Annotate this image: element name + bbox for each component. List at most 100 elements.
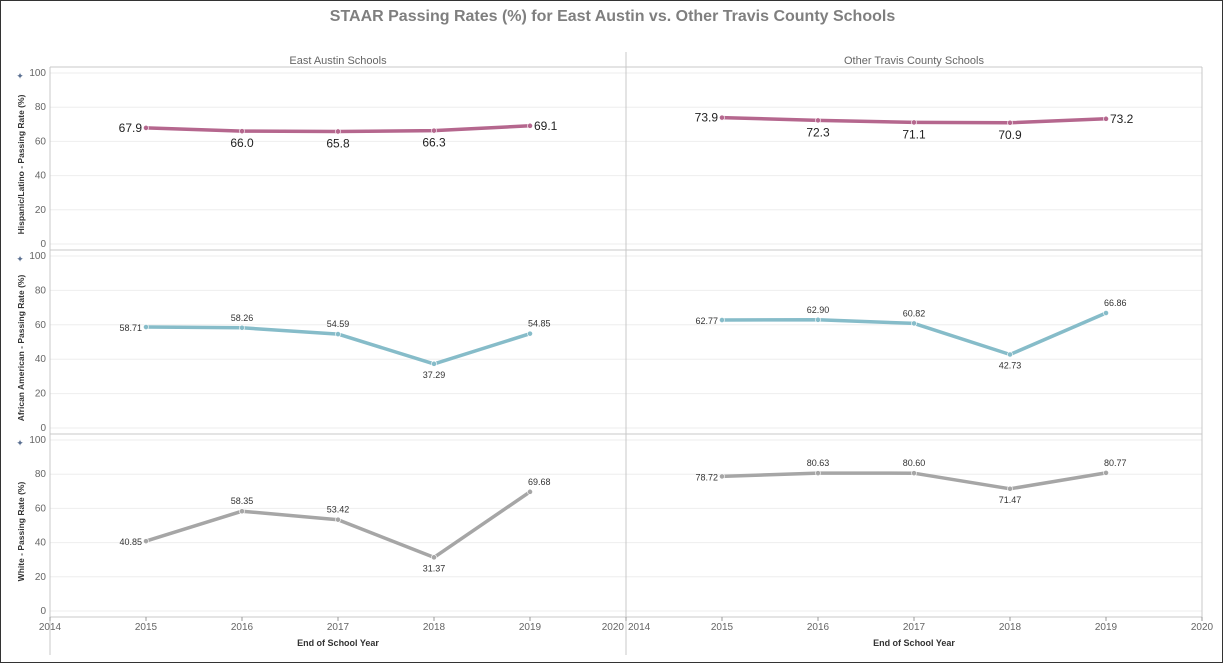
series-line-r1-c1 <box>720 311 1108 357</box>
data-point <box>431 554 437 561</box>
data-point <box>719 317 725 323</box>
data-point <box>143 124 149 131</box>
x-tick-label: 2017 <box>327 622 350 633</box>
data-label: 66.0 <box>230 136 254 150</box>
data-point <box>335 331 341 338</box>
data-label: 71.1 <box>902 127 926 141</box>
data-label: 31.37 <box>423 563 446 573</box>
data-point <box>815 117 821 124</box>
data-label: 40.85 <box>119 537 142 547</box>
y-tick-label-r1: 60 <box>35 320 47 331</box>
pin-icon: ✦ <box>16 438 24 448</box>
x-tick-label: 2014 <box>39 622 62 633</box>
data-label: 69.68 <box>528 477 551 487</box>
data-label: 60.82 <box>903 308 926 318</box>
data-label: 54.85 <box>528 319 551 329</box>
x-tick-label: 2019 <box>519 622 542 633</box>
x-tick-label: 2016 <box>807 622 830 633</box>
data-label: 65.8 <box>326 136 350 150</box>
data-point <box>431 360 437 367</box>
data-point <box>815 470 821 477</box>
y-tick-label-r2: 80 <box>35 469 47 480</box>
y-tick-label-r0: 40 <box>35 171 47 182</box>
x-tick-label: 2015 <box>711 622 734 633</box>
data-label: 73.2 <box>1110 112 1134 126</box>
x-tick-label: 2019 <box>1095 622 1118 633</box>
data-point <box>719 114 725 121</box>
data-point <box>239 508 245 515</box>
y-tick-label-r1: 20 <box>35 389 47 400</box>
data-label: 62.90 <box>807 305 830 315</box>
x-tick-label: 2014 <box>628 622 651 633</box>
y-tick-label-r0: 80 <box>35 102 47 113</box>
x-tick-label: 2016 <box>231 622 254 633</box>
x-axis-label-0: End of School Year <box>297 638 379 648</box>
x-tick-label: 2020 <box>1191 622 1214 633</box>
data-label: 73.9 <box>695 111 719 125</box>
pin-icon: ✦ <box>16 254 24 264</box>
data-point <box>335 516 341 523</box>
data-point <box>239 324 245 331</box>
data-point <box>1103 310 1109 316</box>
data-point <box>239 128 245 135</box>
data-label: 80.77 <box>1104 458 1127 468</box>
data-label: 58.26 <box>231 313 254 323</box>
y-tick-label-r0: 0 <box>40 239 46 250</box>
data-point <box>1007 119 1013 126</box>
data-label: 71.47 <box>999 495 1022 505</box>
y-tick-label-r0: 20 <box>35 205 47 216</box>
y-tick-label-r2: 40 <box>35 538 47 549</box>
data-point <box>815 316 821 323</box>
data-point <box>719 473 725 480</box>
data-point <box>527 330 533 337</box>
x-tick-label: 2018 <box>999 622 1022 633</box>
data-label: 72.3 <box>806 125 830 139</box>
data-label: 58.35 <box>231 496 254 506</box>
y-tick-label-r1: 80 <box>35 285 47 296</box>
data-label: 80.63 <box>807 458 830 468</box>
data-point <box>911 320 917 327</box>
x-tick-label: 2017 <box>903 622 926 633</box>
data-point <box>1007 485 1013 492</box>
data-point <box>911 119 917 126</box>
y-axis-label-0: Hispanic/Latino - Passing Rate (%) <box>16 94 26 234</box>
pin-icon: ✦ <box>16 71 24 81</box>
data-label: 54.59 <box>327 319 350 329</box>
data-point <box>143 324 149 330</box>
chart-title: STAAR Passing Rates (%) for East Austin … <box>329 8 896 25</box>
data-label: 37.29 <box>423 370 446 380</box>
y-tick-label-r1: 100 <box>29 251 46 262</box>
column-header-1: Other Travis County Schools <box>844 55 985 67</box>
data-point <box>1103 115 1109 122</box>
data-label: 80.60 <box>903 458 926 468</box>
data-label: 70.9 <box>998 128 1022 142</box>
series-line-r2-c0 <box>144 490 532 560</box>
data-point <box>911 470 917 477</box>
data-label: 67.9 <box>119 121 143 135</box>
data-label: 42.73 <box>999 361 1022 371</box>
x-axis-label-1: End of School Year <box>873 638 955 648</box>
y-tick-label-r2: 100 <box>29 435 46 446</box>
data-label: 58.71 <box>119 323 142 333</box>
y-tick-label-r0: 60 <box>35 136 47 147</box>
y-tick-label-r2: 20 <box>35 572 47 583</box>
column-header-0: East Austin Schools <box>289 55 387 67</box>
data-point <box>1007 351 1013 358</box>
data-point <box>527 122 533 129</box>
data-label: 66.86 <box>1104 298 1127 308</box>
x-tick-label: 2015 <box>135 622 158 633</box>
y-tick-label-r1: 40 <box>35 354 47 365</box>
data-label: 66.3 <box>422 136 446 150</box>
data-point <box>527 488 533 495</box>
y-axis-label-2: White - Passing Rate (%) <box>16 482 26 582</box>
data-label: 69.1 <box>534 119 558 133</box>
data-label: 78.72 <box>695 472 718 482</box>
y-tick-label-r1: 0 <box>40 423 46 434</box>
data-point <box>431 127 437 134</box>
y-tick-label-r0: 100 <box>29 68 46 79</box>
y-tick-label-r2: 0 <box>40 606 46 617</box>
data-point <box>143 538 149 545</box>
y-tick-label-r2: 60 <box>35 503 47 514</box>
